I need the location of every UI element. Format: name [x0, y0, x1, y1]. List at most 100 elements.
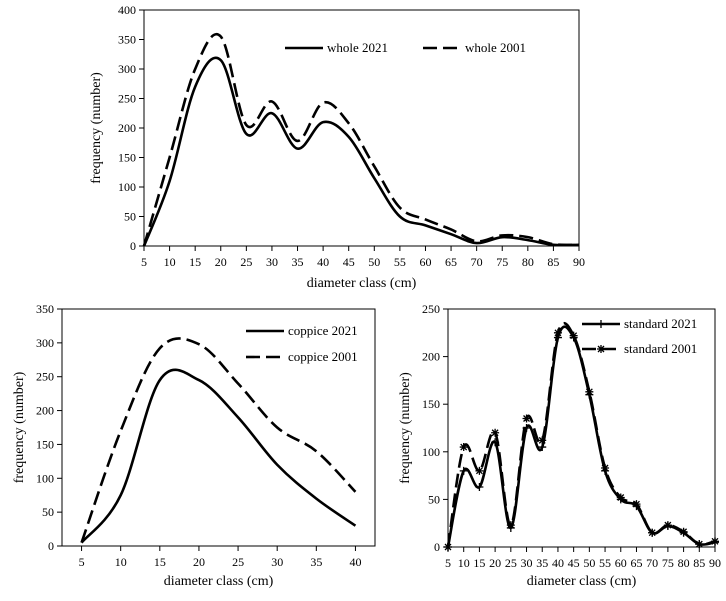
- y-tick-label: 150: [36, 437, 54, 451]
- y-tick-label: 0: [130, 239, 136, 253]
- x-tick-label: 65: [445, 255, 457, 269]
- x-tick-label: 25: [240, 255, 252, 269]
- y-tick-label: 350: [118, 33, 136, 47]
- x-tick-label: 40: [317, 255, 329, 269]
- y-tick-label: 150: [422, 397, 440, 411]
- y-axis-title: frequency (number): [89, 72, 104, 184]
- x-tick-label: 30: [521, 556, 533, 570]
- series-point-standard-2001: [444, 543, 452, 551]
- series-point-standard-2021: [475, 483, 484, 492]
- y-tick-label: 100: [422, 445, 440, 459]
- series-point-standard-2001: [601, 463, 610, 472]
- series-point-standard-2001: [475, 466, 484, 475]
- series-point-standard-2001: [663, 521, 672, 530]
- x-axis-title: diameter class (cm): [164, 574, 274, 589]
- x-tick-label: 45: [568, 556, 580, 570]
- x-tick-label: 35: [292, 255, 304, 269]
- legend-label: whole 2021: [327, 40, 388, 55]
- legend-label: coppice 2001: [288, 349, 358, 364]
- x-tick-label: 40: [552, 556, 564, 570]
- x-tick-label: 65: [630, 556, 642, 570]
- series-point-standard-2001: [522, 414, 531, 423]
- x-tick-label: 80: [678, 556, 690, 570]
- series-point-standard-2001: [506, 521, 515, 530]
- y-tick-label: 300: [36, 336, 54, 350]
- x-tick-label: 20: [489, 556, 501, 570]
- x-tick-label: 85: [547, 255, 559, 269]
- legend-label: standard 2021: [624, 316, 697, 331]
- y-tick-label: 250: [422, 302, 440, 316]
- y-tick-label: 200: [36, 404, 54, 418]
- x-tick-label: 50: [583, 556, 595, 570]
- y-tick-label: 0: [48, 539, 54, 553]
- x-tick-label: 20: [193, 555, 205, 569]
- plot-frame: [61, 308, 376, 547]
- legend-label: standard 2001: [624, 341, 697, 356]
- legend-marker: [597, 320, 605, 328]
- y-tick-label: 50: [42, 505, 54, 519]
- chart-panel-top: 0 50 100 150 200 250 300 350 400 5 10 15 20 25 30 35 40 4…: [89, 3, 585, 291]
- series-point-standard-2001: [679, 527, 688, 536]
- y-tick-label: 50: [428, 492, 440, 506]
- y-tick-label: 200: [422, 350, 440, 364]
- x-tick-label: 50: [368, 255, 380, 269]
- x-tick-label: 60: [615, 556, 627, 570]
- x-tick-label: 25: [505, 556, 517, 570]
- y-tick-label: 250: [118, 92, 136, 106]
- x-axis-title: diameter class (cm): [527, 574, 637, 589]
- series-point-standard-2001: [632, 500, 641, 509]
- y-tick-label: 350: [36, 302, 54, 316]
- x-tick-label: 30: [266, 255, 278, 269]
- x-tick-label: 55: [394, 255, 406, 269]
- x-tick-label: 5: [141, 255, 147, 269]
- x-tick-label: 10: [164, 255, 176, 269]
- x-tick-label: 60: [419, 255, 431, 269]
- x-tick-label: 10: [458, 556, 470, 570]
- x-tick-label: 20: [215, 255, 227, 269]
- x-tick-label: 85: [693, 556, 705, 570]
- x-tick-label: 80: [522, 255, 534, 269]
- x-tick-label: 75: [496, 255, 508, 269]
- x-axis-title: diameter class (cm): [307, 276, 417, 291]
- x-tick-label: 55: [599, 556, 611, 570]
- series-point-standard-2001: [711, 537, 719, 546]
- series-point-standard-2001: [616, 493, 625, 502]
- y-tick-label: 50: [124, 210, 136, 224]
- y-axis-title: frequency (number): [12, 371, 27, 483]
- y-tick-label: 250: [36, 370, 54, 384]
- x-tick-label: 15: [473, 556, 485, 570]
- series-line-whole-2001: [142, 33, 580, 247]
- x-tick-label: 45: [343, 255, 355, 269]
- series-point-standard-2001: [538, 436, 547, 445]
- legend-marker: [597, 345, 605, 353]
- x-tick-label: 5: [445, 556, 451, 570]
- plot-frame: [447, 308, 716, 548]
- y-tick-label: 400: [118, 3, 136, 17]
- series-point-standard-2001: [585, 387, 594, 396]
- y-tick-label: 100: [36, 471, 54, 485]
- series-point-standard-2001: [459, 443, 468, 452]
- y-tick-label: 150: [118, 151, 136, 165]
- series-line-coppice-2001: [80, 337, 357, 544]
- x-tick-label: 90: [573, 255, 585, 269]
- x-tick-label: 30: [271, 555, 283, 569]
- y-tick-label: 200: [118, 121, 136, 135]
- y-tick-label: 300: [118, 62, 136, 76]
- legend-label: coppice 2021: [288, 323, 358, 338]
- x-tick-label: 75: [662, 556, 674, 570]
- legend-label: whole 2001: [465, 40, 526, 55]
- y-axis-title: frequency (number): [398, 372, 413, 484]
- series-point-standard-2001: [553, 328, 562, 337]
- series-point-standard-2001: [491, 428, 500, 437]
- series-point-standard-2001: [695, 540, 704, 549]
- y-tick-label: 0: [434, 540, 440, 554]
- chart-panel-bottom-left: 0 50 100 150 200 250 300 350 5 10 15 20 25 30 35 40 diam…: [12, 302, 376, 589]
- x-tick-label: 35: [536, 556, 548, 570]
- series-point-standard-2001: [648, 528, 657, 537]
- series-line-coppice-2021: [80, 368, 357, 544]
- x-tick-label: 10: [115, 555, 127, 569]
- x-tick-label: 35: [310, 555, 322, 569]
- series-point-standard-2021: [459, 466, 468, 475]
